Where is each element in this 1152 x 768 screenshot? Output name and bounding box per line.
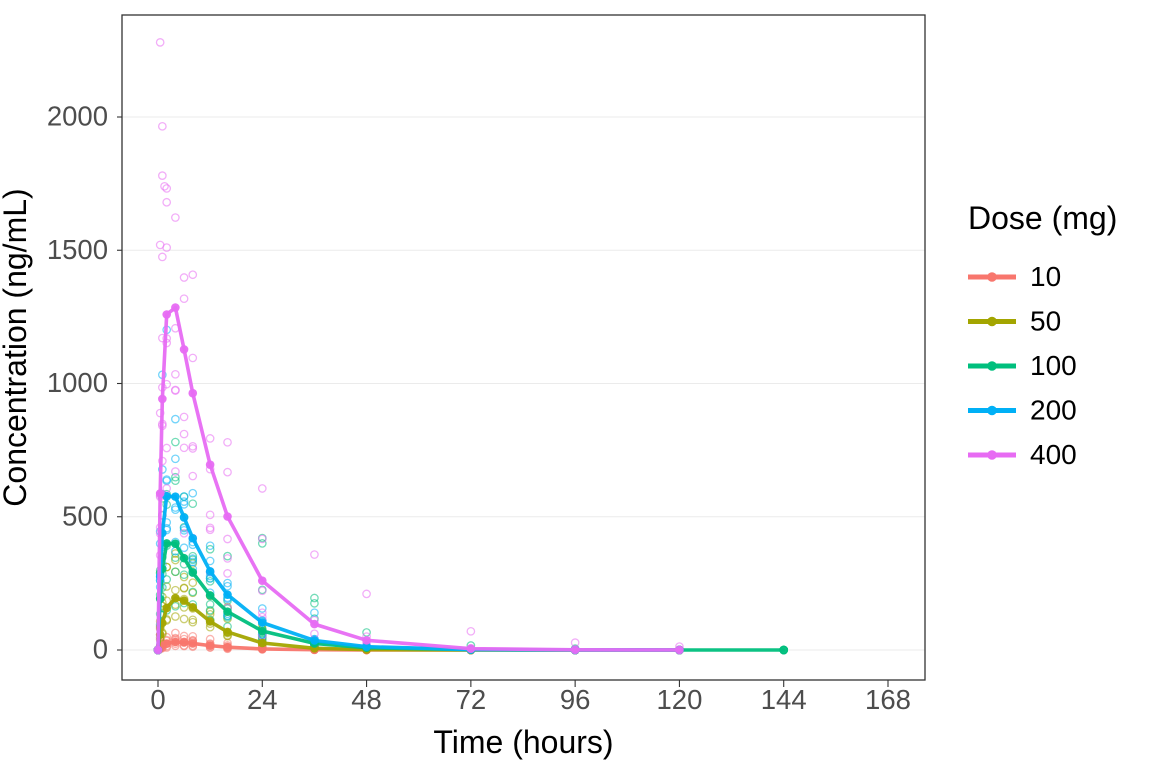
svg-text:100: 100 — [1030, 350, 1077, 381]
svg-text:Concentration (ng/mL): Concentration (ng/mL) — [0, 188, 33, 506]
svg-text:0: 0 — [150, 684, 165, 715]
svg-text:1500: 1500 — [47, 234, 108, 265]
svg-text:10: 10 — [1030, 261, 1061, 292]
svg-text:0: 0 — [93, 634, 108, 665]
svg-text:48: 48 — [351, 684, 382, 715]
svg-text:96: 96 — [560, 684, 591, 715]
svg-text:144: 144 — [761, 684, 807, 715]
svg-text:120: 120 — [656, 684, 702, 715]
svg-text:Time (hours): Time (hours) — [433, 724, 613, 760]
svg-text:50: 50 — [1030, 306, 1061, 337]
svg-text:168: 168 — [865, 684, 911, 715]
svg-text:1000: 1000 — [47, 367, 108, 398]
svg-text:500: 500 — [62, 500, 108, 531]
svg-text:24: 24 — [247, 684, 278, 715]
svg-text:Dose (mg): Dose (mg) — [968, 200, 1117, 236]
svg-text:400: 400 — [1030, 439, 1077, 470]
svg-text:200: 200 — [1030, 395, 1077, 426]
svg-text:2000: 2000 — [47, 101, 108, 132]
svg-text:72: 72 — [456, 684, 487, 715]
